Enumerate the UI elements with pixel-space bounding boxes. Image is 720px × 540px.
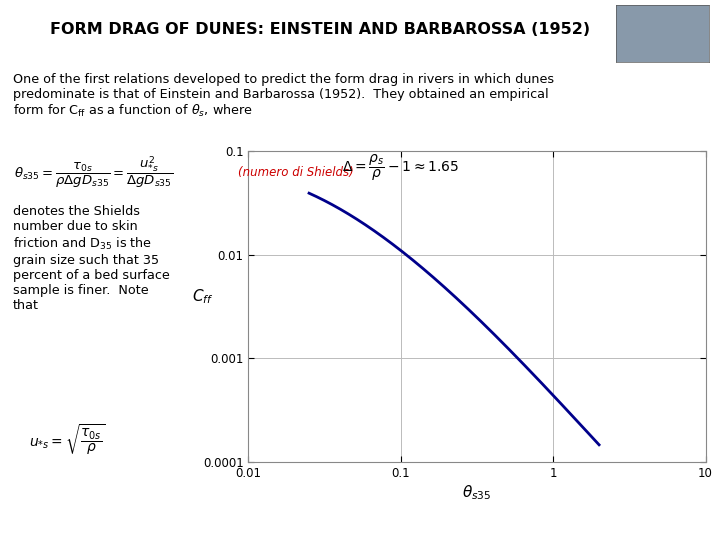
Text: $u_{*s} = \sqrt{\dfrac{\tau_{0s}}{\rho}}$: $u_{*s} = \sqrt{\dfrac{\tau_{0s}}{\rho}}… (29, 423, 106, 457)
Y-axis label: $C_{ff}$: $C_{ff}$ (192, 288, 213, 306)
X-axis label: $\theta_{s35}$: $\theta_{s35}$ (462, 484, 492, 502)
Text: (numero di Shields): (numero di Shields) (238, 166, 354, 179)
Text: FORM DRAG OF DUNES: EINSTEIN AND BARBAROSSA (1952): FORM DRAG OF DUNES: EINSTEIN AND BARBARO… (50, 22, 590, 37)
Text: denotes the Shields
number due to skin
friction and D$_{35}$ is the
grain size s: denotes the Shields number due to skin f… (13, 205, 170, 312)
Text: One of the first relations developed to predict the form drag in rivers in which: One of the first relations developed to … (13, 73, 554, 119)
Text: $\theta_{s35} = \dfrac{\tau_{0s}}{\rho \Delta g D_{s35}} = \dfrac{u_{*s}^2}{\Del: $\theta_{s35} = \dfrac{\tau_{0s}}{\rho \… (14, 154, 174, 191)
Text: $\Delta = \dfrac{\rho_s}{\rho} - 1 \approx 1.65$: $\Delta = \dfrac{\rho_s}{\rho} - 1 \appr… (342, 152, 459, 183)
